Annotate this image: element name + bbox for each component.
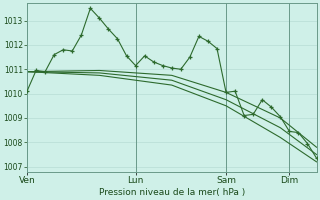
X-axis label: Pression niveau de la mer( hPa ): Pression niveau de la mer( hPa ) [99,188,245,197]
